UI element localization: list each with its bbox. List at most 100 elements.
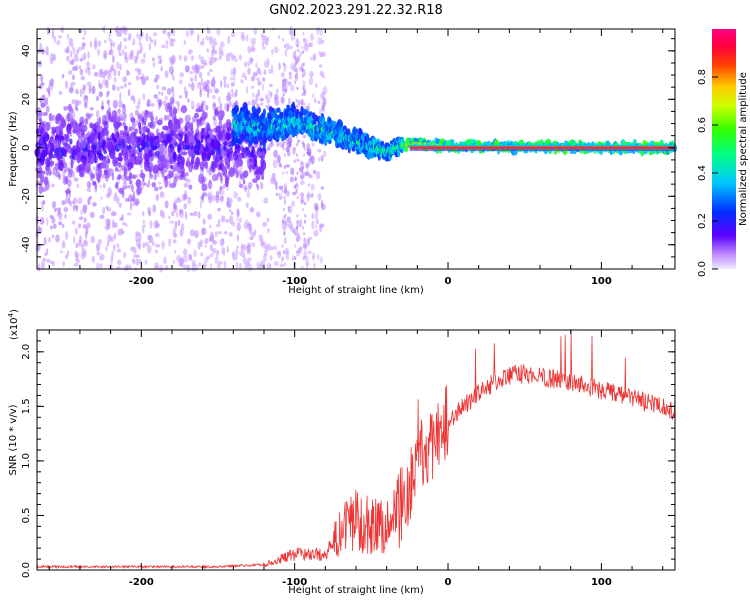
heatmap-noise-cell <box>281 143 285 148</box>
heatmap-band-cell <box>113 116 117 124</box>
heatmap-noise-cell <box>296 253 299 257</box>
heatmap-band-cell <box>201 151 206 162</box>
heatmap-noise-cell <box>274 261 279 266</box>
heatmap-noise-cell <box>207 89 210 99</box>
heatmap-streak-cell <box>283 68 286 72</box>
heatmap-noise-cell <box>149 116 154 122</box>
heatmap-noise-cell <box>111 54 115 64</box>
heatmap-noise-cell <box>73 262 79 267</box>
heatmap-noise-cell <box>269 254 273 261</box>
heatmap-noise-cell <box>113 68 117 77</box>
heatmap-noise-cell <box>216 250 219 259</box>
heatmap-band-cell <box>211 160 214 171</box>
heatmap-band-cell <box>144 152 150 163</box>
x-tick-label: -200 <box>129 276 154 287</box>
heatmap-noise-cell <box>155 232 160 238</box>
heatmap-band-cell <box>126 135 132 144</box>
heatmap-noise-cell <box>288 76 293 80</box>
heatmap-noise-cell <box>123 251 127 259</box>
heatmap-streak-cell <box>296 135 298 139</box>
heatmap-band-cell <box>148 149 153 158</box>
heatmap-band-cell <box>180 156 185 165</box>
heatmap-noise-cell <box>292 255 295 262</box>
heatmap-noise-cell <box>51 216 56 224</box>
heatmap-noise-cell <box>320 91 326 101</box>
heatmap-noise-cell <box>152 32 158 37</box>
heatmap-noise-cell <box>89 196 92 200</box>
heatmap-noise-cell <box>253 37 256 45</box>
heatmap-band-cell <box>80 130 85 137</box>
heatmap-signal-cell <box>273 110 278 115</box>
heatmap-band-cell <box>164 102 171 113</box>
heatmap-noise-cell <box>290 84 295 92</box>
heatmap-band-cell <box>62 176 67 185</box>
heatmap-noise-cell <box>203 62 208 66</box>
heatmap-noise-cell <box>315 224 318 229</box>
heatmap-noise-cell <box>313 229 319 237</box>
heatmap-streak-cell <box>294 50 297 54</box>
heatmap-streak-cell <box>294 80 297 85</box>
heatmap-noise-cell <box>208 36 214 45</box>
heatmap-noise-cell <box>170 59 175 66</box>
heatmap-noise-cell <box>265 93 268 100</box>
heatmap-noise-cell <box>263 60 269 69</box>
heatmap-noise-cell <box>317 157 321 162</box>
heatmap-noise-cell <box>178 54 182 61</box>
heatmap-noise-cell <box>52 223 57 229</box>
heatmap-noise-cell <box>319 256 323 264</box>
heatmap-noise-cell <box>126 185 132 189</box>
heatmap-noise-cell <box>246 190 251 198</box>
heatmap-band-cell <box>154 173 157 181</box>
heatmap-noise-cell <box>71 43 74 50</box>
heatmap-noise-cell <box>71 200 75 205</box>
heatmap-noise-cell <box>66 33 70 40</box>
heatmap-noise-cell <box>222 190 225 196</box>
heatmap-noise-cell <box>305 162 309 170</box>
heatmap-band-cell <box>131 120 136 131</box>
heatmap-noise-cell <box>68 87 74 94</box>
heatmap-band-cell <box>218 119 223 130</box>
heatmap-noise-cell <box>295 40 300 47</box>
heatmap-noise-cell <box>172 259 175 264</box>
heatmap-noise-cell <box>100 196 103 200</box>
heatmap-noise-cell <box>176 105 180 112</box>
heatmap-noise-cell <box>37 60 43 68</box>
heatmap-band-cell <box>224 158 228 166</box>
heatmap-y-axis-label: Frequency (Hz) <box>8 111 19 187</box>
heatmap-noise-cell <box>161 92 164 96</box>
heatmap-band-cell <box>126 145 133 150</box>
heatmap-noise-cell <box>321 101 326 110</box>
heatmap-band-cell <box>162 158 168 166</box>
heatmap-band-cell <box>157 99 163 107</box>
heatmap-band-cell <box>226 132 233 140</box>
heatmap-band-cell <box>80 138 87 149</box>
heatmap-noise-cell <box>230 31 236 38</box>
heatmap-streak-cell <box>301 92 304 97</box>
heatmap-noise-cell <box>269 246 274 251</box>
heatmap-noise-cell <box>321 107 326 113</box>
heatmap-noise-cell <box>157 55 162 60</box>
heatmap-noise-cell <box>320 154 324 162</box>
heatmap-band-cell <box>135 149 140 155</box>
heatmap-noise-cell <box>117 31 122 37</box>
heatmap-band-cell <box>101 159 108 169</box>
heatmap-noise-cell <box>116 265 121 270</box>
heatmap-noise-cell <box>165 40 169 45</box>
heatmap-noise-cell <box>143 224 146 228</box>
heatmap-band-cell <box>136 186 142 195</box>
heatmap-noise-cell <box>202 218 206 225</box>
heatmap-streak-cell <box>304 238 307 242</box>
heatmap-noise-cell <box>197 211 201 219</box>
heatmap-streak-cell <box>302 165 305 169</box>
heatmap-band-cell <box>261 174 265 181</box>
heatmap-band-cell <box>181 167 186 173</box>
heatmap-cells <box>34 24 678 273</box>
heatmap-noise-cell <box>108 106 111 111</box>
heatmap-noise-cell <box>228 208 232 213</box>
heatmap-band-cell <box>206 137 212 144</box>
heatmap-noise-cell <box>194 74 197 82</box>
heatmap-noise-cell <box>97 48 100 56</box>
heatmap-noise-cell <box>306 238 310 244</box>
heatmap-band-cell <box>48 149 53 160</box>
heatmap-band-cell <box>176 135 181 140</box>
